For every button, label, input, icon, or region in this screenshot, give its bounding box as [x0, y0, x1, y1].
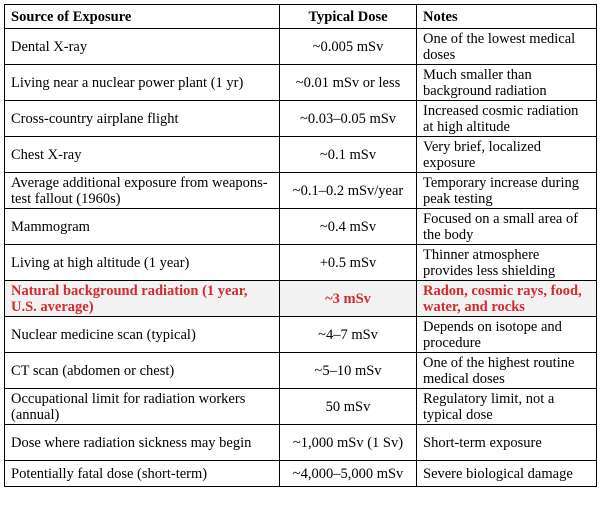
header-notes: Notes [416, 4, 597, 29]
notes-cell: Temporary increase during peak testing [416, 172, 597, 209]
dose-cell: ~0.1–0.2 mSv/year [279, 172, 417, 209]
dose-cell: 50 mSv [279, 388, 417, 425]
highlighted-table-row: Natural background radiation (1 year, U.… [4, 280, 597, 317]
dose-cell: ~0.4 mSv [279, 208, 417, 245]
notes-cell: Severe biological damage [416, 460, 597, 487]
notes-cell: Depends on isotope and procedure [416, 316, 597, 353]
notes-cell: One of the highest routine medical doses [416, 352, 597, 389]
notes-cell: Radon, cosmic rays, food, water, and roc… [416, 280, 597, 317]
header-typical-dose: Typical Dose [279, 4, 417, 29]
table-row: Average additional exposure from weapons… [4, 172, 597, 209]
source-cell: Average additional exposure from weapons… [4, 172, 280, 209]
header-source: Source of Exposure [4, 4, 280, 29]
source-cell: Nuclear medicine scan (typical) [4, 316, 280, 353]
dose-cell: ~0.01 mSv or less [279, 64, 417, 101]
notes-cell: One of the lowest medical doses [416, 28, 597, 65]
source-cell: Potentially fatal dose (short-term) [4, 460, 280, 487]
source-cell: Chest X-ray [4, 136, 280, 173]
notes-cell: Much smaller than background radiation [416, 64, 597, 101]
notes-cell: Regulatory limit, not a typical dose [416, 388, 597, 425]
source-cell: Living at high altitude (1 year) [4, 244, 280, 281]
notes-cell: Increased cosmic radiation at high altit… [416, 100, 597, 137]
dose-cell: ~0.005 mSv [279, 28, 417, 65]
radiation-dose-table-container: Source of Exposure Typical Dose Notes De… [4, 4, 597, 487]
table-row: Potentially fatal dose (short-term) ~4,0… [4, 460, 597, 487]
radiation-dose-table: Source of Exposure Typical Dose Notes De… [4, 4, 597, 487]
dose-cell: ~4,000–5,000 mSv [279, 460, 417, 487]
dose-cell: ~3 mSv [279, 280, 417, 317]
table-row: Cross-country airplane flight ~0.03–0.05… [4, 100, 597, 137]
source-cell: Dental X-ray [4, 28, 280, 65]
source-cell: CT scan (abdomen or chest) [4, 352, 280, 389]
table-row: Dental X-ray ~0.005 mSv One of the lowes… [4, 28, 597, 65]
notes-cell: Very brief, localized exposure [416, 136, 597, 173]
source-cell: Living near a nuclear power plant (1 yr) [4, 64, 280, 101]
dose-cell: ~0.1 mSv [279, 136, 417, 173]
notes-cell: Focused on a small area of the body [416, 208, 597, 245]
table-row: Living at high altitude (1 year) +0.5 mS… [4, 244, 597, 281]
source-cell: Cross-country airplane flight [4, 100, 280, 137]
table-row: CT scan (abdomen or chest) ~5–10 mSv One… [4, 352, 597, 389]
source-cell: Natural background radiation (1 year, U.… [4, 280, 280, 317]
source-cell: Dose where radiation sickness may begin [4, 424, 280, 461]
table-row: Chest X-ray ~0.1 mSv Very brief, localiz… [4, 136, 597, 173]
dose-cell: ~5–10 mSv [279, 352, 417, 389]
table-header-row: Source of Exposure Typical Dose Notes [4, 4, 597, 29]
dose-cell: ~4–7 mSv [279, 316, 417, 353]
source-cell: Mammogram [4, 208, 280, 245]
table-row: Nuclear medicine scan (typical) ~4–7 mSv… [4, 316, 597, 353]
source-cell: Occupational limit for radiation workers… [4, 388, 280, 425]
notes-cell: Thinner atmosphere provides less shieldi… [416, 244, 597, 281]
dose-cell: +0.5 mSv [279, 244, 417, 281]
table-row: Mammogram ~0.4 mSv Focused on a small ar… [4, 208, 597, 245]
notes-cell: Short-term exposure [416, 424, 597, 461]
dose-cell: ~1,000 mSv (1 Sv) [279, 424, 417, 461]
table-row: Living near a nuclear power plant (1 yr)… [4, 64, 597, 101]
table-row: Occupational limit for radiation workers… [4, 388, 597, 425]
table-row: Dose where radiation sickness may begin … [4, 424, 597, 461]
dose-cell: ~0.03–0.05 mSv [279, 100, 417, 137]
